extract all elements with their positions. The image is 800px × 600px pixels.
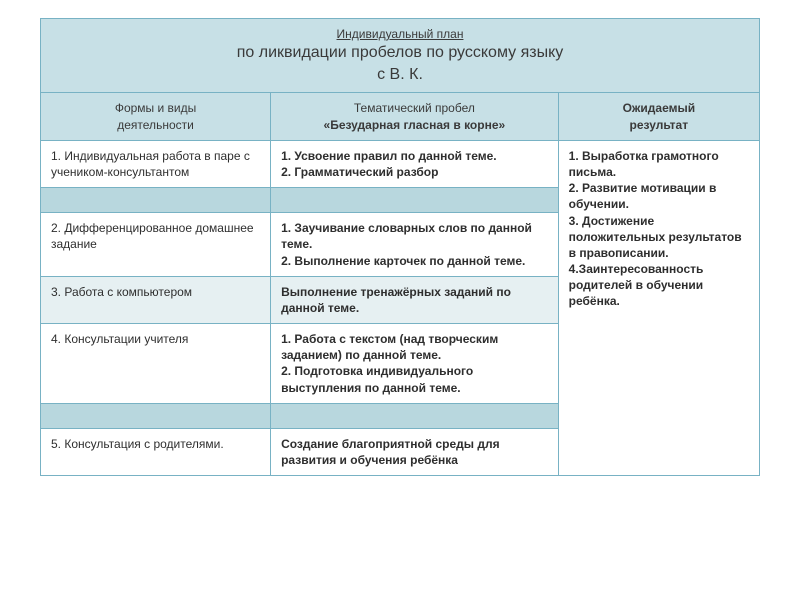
row-1: 1. Индивидуальная работа в паре с ученик… bbox=[41, 140, 760, 187]
h2l1: Тематический пробел bbox=[354, 101, 475, 115]
plan-table: Индивидуальный план по ликвидации пробел… bbox=[40, 18, 760, 476]
sep-d bbox=[271, 403, 559, 428]
r2-activity: 2. Дифференцированное домашнее задание bbox=[41, 213, 271, 277]
r5-topic: Создание благоприятной среды для развити… bbox=[271, 428, 559, 475]
header-topic: Тематический пробел «Безударная гласная … bbox=[271, 93, 559, 140]
h3l2: результат bbox=[630, 118, 689, 132]
header-result: Ожидаемый результат bbox=[558, 93, 759, 140]
result-cell: 1. Выработка грамотного письма.2. Развит… bbox=[558, 140, 759, 475]
sep-b bbox=[271, 188, 559, 213]
title-row: Индивидуальный план по ликвидации пробел… bbox=[41, 19, 760, 93]
h1l1: Формы и виды bbox=[115, 101, 196, 115]
r5-activity: 5. Консультация с родителями. bbox=[41, 428, 271, 475]
sep-a bbox=[41, 188, 271, 213]
r3-activity: 3. Работа с компьютером bbox=[41, 276, 271, 323]
r2-topic: 1. Заучивание словарных слов по данной т… bbox=[271, 213, 559, 277]
title-line2: по ликвидации пробелов по русскому языку bbox=[237, 44, 564, 61]
sep-c bbox=[41, 403, 271, 428]
header-activity: Формы и виды деятельности bbox=[41, 93, 271, 140]
r4-topic: 1. Работа с текстом (над творческим зада… bbox=[271, 324, 559, 404]
h3l1: Ожидаемый bbox=[623, 101, 696, 115]
page: Индивидуальный план по ликвидации пробел… bbox=[0, 0, 800, 600]
h2l2: «Безударная гласная в корне» bbox=[324, 118, 506, 132]
header-row: Формы и виды деятельности Тематический п… bbox=[41, 93, 760, 140]
h1l2: деятельности bbox=[117, 118, 194, 132]
r4-activity: 4. Консультации учителя bbox=[41, 324, 271, 404]
title-cell: Индивидуальный план по ликвидации пробел… bbox=[41, 19, 760, 93]
r3-topic: Выполнение тренажёрных заданий по данной… bbox=[271, 276, 559, 323]
r1-activity: 1. Индивидуальная работа в паре с ученик… bbox=[41, 140, 271, 187]
title-line1: Индивидуальный план bbox=[337, 27, 464, 41]
title-line3: с В. К. bbox=[377, 66, 423, 83]
r1-topic: 1. Усвоение правил по данной теме.2. Гра… bbox=[271, 140, 559, 187]
